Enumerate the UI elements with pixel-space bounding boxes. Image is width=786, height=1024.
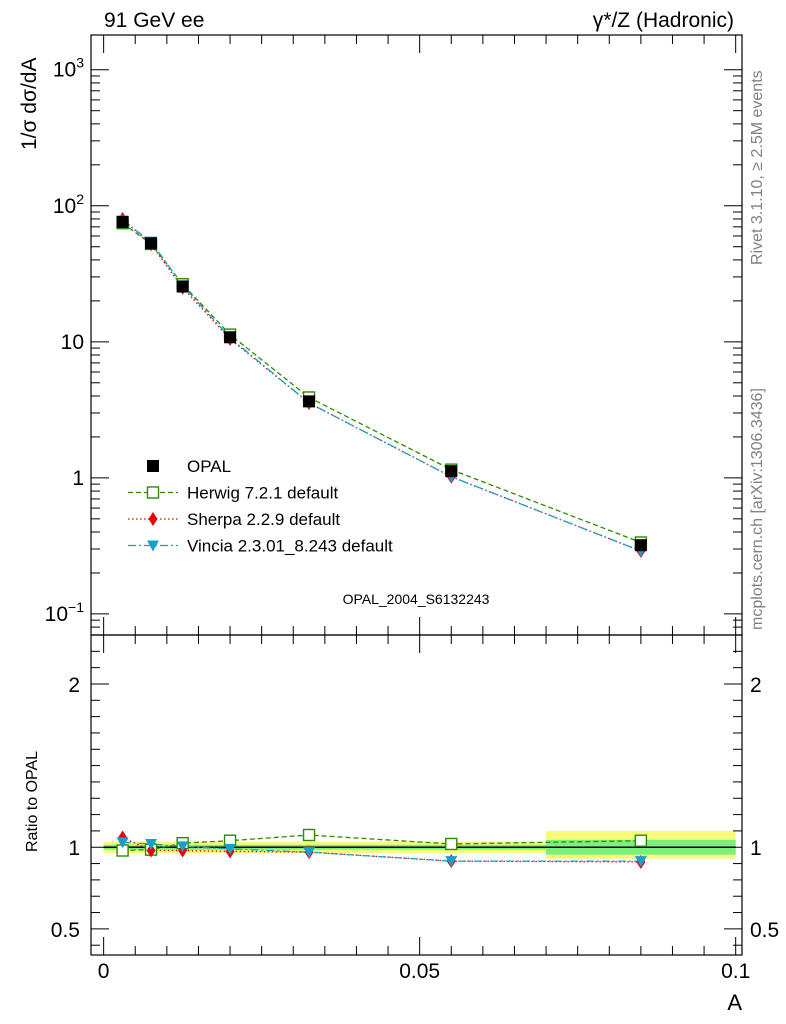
ratio-y-tick-label-right: 1 xyxy=(750,837,762,860)
main-y-tick-label: 102 xyxy=(53,191,84,218)
data-point xyxy=(634,539,647,552)
legend: OPAL Herwig 7.2.1 default Sherpa 2.2.9 def… xyxy=(128,457,393,556)
ratio-y-tick-label-left: 2 xyxy=(68,674,80,697)
legend-marker xyxy=(147,460,159,472)
side-rivet: Rivet 3.1.10, ≥ 2.5M events xyxy=(749,70,766,265)
x-axis-label: A xyxy=(727,990,742,1015)
ratio-series xyxy=(116,828,648,869)
legend-label: Vincia 2.3.01_8.243 default xyxy=(187,537,393,556)
data-point xyxy=(224,331,237,344)
header-right: γ*/Z (Hadronic) xyxy=(593,9,734,32)
side-mcplots: mcplots.cern.ch [arXiv:1306.3436] xyxy=(749,388,766,630)
tick-base: 10 xyxy=(45,603,68,626)
ratio-y-ticks: 0.5 0.5 1 1 2 2 xyxy=(51,650,779,946)
legend-label: Sherpa 2.2.9 default xyxy=(187,510,340,529)
legend-marker xyxy=(146,486,160,499)
legend-marker xyxy=(148,512,158,526)
legend-label: Herwig 7.2.1 default xyxy=(187,484,338,503)
watermark: OPAL_2004_S6132243 xyxy=(343,591,490,607)
main-x-ticks xyxy=(103,35,737,635)
vincia-ratio-point xyxy=(116,837,129,849)
herwig-ratio-point xyxy=(302,828,316,842)
ratio-y-tick-label-left: 1 xyxy=(68,837,80,860)
data-point xyxy=(116,215,129,228)
data-point xyxy=(145,237,158,250)
x-tick-label: 0 xyxy=(98,960,110,983)
x-tick-label: 0.1 xyxy=(721,960,750,983)
tick-exponent: 2 xyxy=(76,191,84,207)
ratio-y-axis-label: Ratio to OPAL xyxy=(24,751,41,852)
legend-label: OPAL xyxy=(187,457,231,476)
header-left: 91 GeV ee xyxy=(104,9,204,32)
main-y-tick-label: 10−1 xyxy=(45,599,85,626)
data-point xyxy=(303,395,316,408)
vincia-ratio-point xyxy=(145,838,158,850)
ratio-x-ticks: 0 0.05 0.1 xyxy=(98,635,750,983)
herwig-ratio-point xyxy=(445,837,458,851)
ratio-y-tick-label-left: 0.5 xyxy=(51,919,80,942)
ratio-frame xyxy=(90,634,743,956)
data-point xyxy=(445,465,458,478)
ratio-panel: 0.5 0.5 1 1 2 2 0 0.05 0.1 Ratio to OPAL A xyxy=(24,634,779,1015)
tick-base: 10 xyxy=(53,59,76,82)
tick-base: 10 xyxy=(53,195,76,218)
tick-exponent: 3 xyxy=(76,55,84,71)
main-y-axis-label: 1/σ dσ/dA xyxy=(18,58,41,150)
legend-marker xyxy=(147,540,159,552)
ratio-y-tick-label-right: 0.5 xyxy=(750,919,779,942)
ratio-y-tick-label-right: 2 xyxy=(750,674,762,697)
vincia-ratio-point xyxy=(634,856,647,868)
herwig-ratio-point xyxy=(634,834,648,847)
main-y-tick-label: 1 xyxy=(72,467,84,490)
main-y-tick-label: 103 xyxy=(53,55,84,82)
data-point xyxy=(176,280,189,293)
x-tick-label: 0.05 xyxy=(399,960,440,983)
vincia-ratio-point xyxy=(224,843,237,855)
tick-exponent: −1 xyxy=(68,599,84,615)
main-series xyxy=(116,211,648,559)
main-y-tick-label: 10 xyxy=(61,331,84,354)
vincia-ratio-point xyxy=(303,847,316,859)
vincia-ratio-point xyxy=(445,856,458,868)
sherpa-ratio-point xyxy=(146,843,156,858)
ratio-bands xyxy=(103,830,736,859)
vincia-ratio-point xyxy=(176,841,189,853)
